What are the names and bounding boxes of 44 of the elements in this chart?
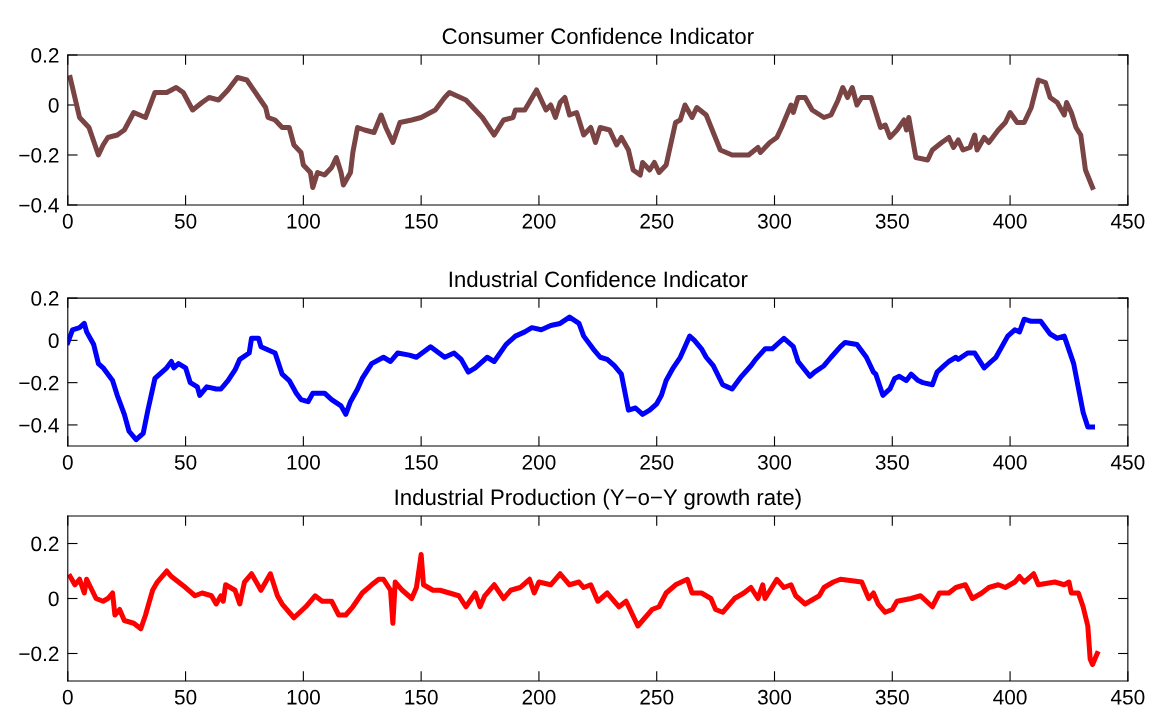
x-tick-label: 300 [757,213,792,229]
x-tick-label: 400 [993,454,1027,470]
chart-title: Industrial Confidence Indicator [449,270,748,288]
y-tick-label: −0.2 [19,375,59,391]
x-tick-label: 50 [174,213,197,229]
x-tick-label: 300 [757,689,792,705]
x-tick-label: 400 [993,213,1027,229]
chart-title: Consumer Confidence Indicator [442,27,754,45]
x-tick-label: 150 [405,689,438,705]
y-tick-label: 0 [48,333,59,349]
x-tick-label: 450 [1110,689,1145,705]
x-tick-label: 250 [640,213,674,229]
y-tick-label: −0.2 [19,646,59,662]
x-tick-label: 150 [405,213,438,229]
x-tick-label: 450 [1110,454,1145,470]
x-tick-label: 200 [522,454,556,470]
y-tick-label: −0.4 [19,417,59,433]
x-tick-label: 350 [875,689,909,705]
x-tick-label: 0 [62,454,73,470]
x-tick-label: 200 [522,689,556,705]
x-tick-label: 100 [287,689,320,705]
x-tick-label: 250 [640,454,674,470]
x-tick-label: 350 [875,454,909,470]
x-tick-label: 50 [174,689,197,705]
y-tick-label: 0.2 [31,291,59,306]
y-tick-label: 0.2 [31,536,59,552]
y-tick-label: 0.2 [31,47,59,63]
x-tick-label: 100 [287,213,320,229]
y-tick-label: 0 [48,591,59,607]
x-tick-label: 400 [993,689,1027,705]
x-tick-label: 350 [875,213,909,229]
y-tick-label: 0 [48,97,59,113]
x-tick-label: 250 [640,689,674,705]
x-tick-label: 50 [174,454,197,470]
x-tick-label: 450 [1110,213,1145,229]
y-tick-label: −0.4 [19,197,59,213]
x-tick-label: 150 [405,454,438,470]
x-tick-label: 0 [62,213,73,229]
x-tick-label: 200 [522,213,556,229]
y-tick-label: −0.2 [19,147,59,163]
x-tick-label: 100 [287,454,320,470]
chart-title: Industrial Production (Y−o−Y growth rate) [395,488,801,510]
x-tick-label: 300 [757,454,792,470]
x-tick-label: 0 [62,689,73,705]
